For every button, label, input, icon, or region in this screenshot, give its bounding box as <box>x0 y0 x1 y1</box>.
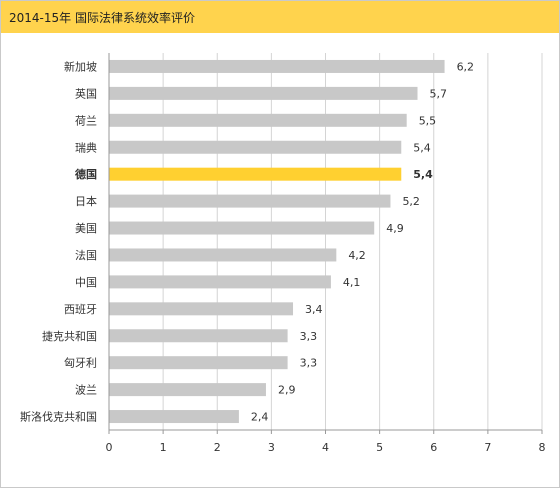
category-label: 荷兰 <box>75 114 97 127</box>
category-label: 德国 <box>74 167 97 181</box>
x-tick-label: 4 <box>322 441 329 454</box>
bar-0 <box>109 59 445 73</box>
bar-10 <box>109 329 288 343</box>
category-label: 日本 <box>75 194 97 208</box>
bar-9 <box>109 302 294 316</box>
x-tick-label: 5 <box>376 441 383 454</box>
value-label: 2,9 <box>278 384 296 397</box>
x-tick-label: 2 <box>214 441 221 454</box>
value-label: 4,2 <box>348 249 366 262</box>
category-label: 波兰 <box>75 384 97 397</box>
bar-2 <box>109 113 407 127</box>
category-label: 捷克共和国 <box>42 329 97 343</box>
bar-4 <box>109 167 402 181</box>
value-label: 4,1 <box>343 276 361 289</box>
grid-layer <box>162 53 543 430</box>
category-label: 美国 <box>75 222 97 235</box>
category-label: 斯洛伐克共和国 <box>20 410 97 424</box>
category-label: 匈牙利 <box>64 356 97 370</box>
x-tick-label: 8 <box>539 441 546 454</box>
bar-13 <box>109 410 239 424</box>
value-label: 4,9 <box>386 222 404 235</box>
value-label: 5,4 <box>413 168 433 181</box>
value-label: 5,4 <box>413 141 431 154</box>
x-tick-label: 0 <box>106 441 113 454</box>
value-label: 3,3 <box>300 357 318 370</box>
x-tick-label: 7 <box>484 441 491 454</box>
bar-layer <box>109 59 445 424</box>
axis-layer: 0 1 2 3 4 5 6 7 8 新加坡 6,2 英国 5,7 荷兰 5,5 瑞典 5,4 德国 5,4 日本 5,2… <box>20 53 546 454</box>
bar-8 <box>109 275 331 289</box>
category-label: 瑞典 <box>75 140 97 154</box>
chart-title: 2014-15年 国际法律系统效率评价 <box>9 11 195 25</box>
category-label: 法国 <box>75 248 97 262</box>
value-label: 5,5 <box>419 114 437 127</box>
value-label: 5,7 <box>430 87 448 100</box>
category-label: 西班牙 <box>64 303 97 316</box>
value-label: 6,2 <box>457 60 475 73</box>
x-tick-label: 3 <box>268 441 275 454</box>
bar-11 <box>109 356 288 370</box>
category-label: 英国 <box>75 86 97 100</box>
x-tick-label: 1 <box>160 441 167 454</box>
bar-12 <box>109 383 266 397</box>
bar-3 <box>109 140 402 154</box>
value-label: 3,3 <box>300 330 318 343</box>
bar-6 <box>109 221 375 235</box>
bar-5 <box>109 194 391 208</box>
category-label: 新加坡 <box>64 59 97 73</box>
title-bar: 2014-15年 国际法律系统效率评价 <box>1 1 559 33</box>
value-label: 5,2 <box>402 195 420 208</box>
bar-7 <box>109 248 337 262</box>
value-label: 2,4 <box>251 411 269 424</box>
category-label: 中国 <box>75 276 97 289</box>
value-label: 3,4 <box>305 303 323 316</box>
x-tick-label: 6 <box>430 441 437 454</box>
bar-1 <box>109 86 418 100</box>
